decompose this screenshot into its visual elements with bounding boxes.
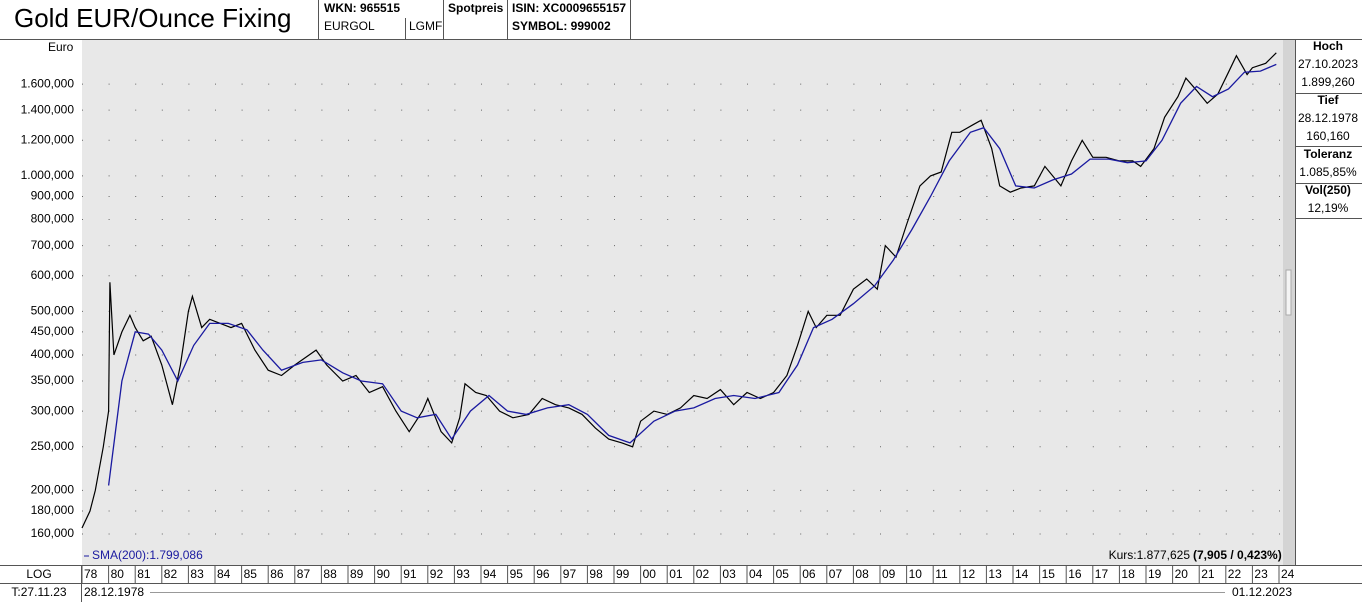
- code: EURGOL: [324, 19, 375, 33]
- x-tick-label: 20: [1175, 567, 1189, 581]
- x-tick-label: 86: [270, 567, 284, 581]
- x-tick-label: 08: [855, 567, 869, 581]
- x-tick-label: 95: [510, 567, 524, 581]
- y-tick-label: 500,000: [31, 304, 75, 318]
- y-tick-label: 1.000,000: [21, 168, 75, 182]
- stat-value: 27.10.2023: [1298, 57, 1358, 71]
- date: T:27.11.23: [11, 585, 66, 599]
- x-tick-label: 10: [909, 567, 923, 581]
- x-tick-label: 05: [776, 567, 790, 581]
- stat-label: Tief: [1317, 93, 1339, 107]
- isin: ISIN: XC0009655157: [512, 1, 626, 15]
- symbol: SYMBOL: 999002: [512, 19, 611, 33]
- y-tick-label: 450,000: [31, 324, 75, 338]
- y-tick-label: 250,000: [31, 439, 75, 453]
- x-tick-label: 04: [749, 567, 763, 581]
- x-tick-label: 80: [111, 567, 125, 581]
- wkn: WKN: 965515: [324, 1, 400, 15]
- x-tick-label: 91: [403, 567, 417, 581]
- y-tick-label: 200,000: [31, 483, 75, 497]
- y-tick-label: 350,000: [31, 373, 75, 387]
- kurs: Kurs:1.877,625: [1109, 548, 1191, 562]
- x-tick-label: 15: [1042, 567, 1056, 581]
- x-tick-label: 83: [190, 567, 204, 581]
- stat-value: 28.12.1978: [1298, 111, 1358, 125]
- x-tick-label: 98: [589, 567, 603, 581]
- y-tick-label: 700,000: [31, 238, 75, 252]
- x-tick-label: 09: [882, 567, 896, 581]
- x-tick-label: 87: [297, 567, 311, 581]
- x-tick-label: 85: [244, 567, 258, 581]
- y-tick-label: 800,000: [31, 212, 75, 226]
- stat-label: Hoch: [1313, 39, 1343, 53]
- plot-area: [82, 40, 1283, 565]
- exchange: LGMF: [409, 19, 442, 33]
- x-tick-label: 22: [1228, 567, 1242, 581]
- stat-value: 1.899,260: [1301, 75, 1355, 89]
- end-date: 01.12.2023: [1232, 585, 1292, 599]
- x-tick-label: 14: [1015, 567, 1029, 581]
- legend-entry: SMA(200):1.799,086: [92, 548, 203, 562]
- kind: Spotpreis: [448, 1, 504, 15]
- y-tick-label: 600,000: [31, 268, 75, 282]
- y-tick-label: 300,000: [31, 403, 75, 417]
- x-tick-label: 78: [84, 567, 98, 581]
- y-tick-label: 1.400,000: [21, 102, 75, 116]
- scale-mode: LOG: [26, 567, 51, 581]
- x-tick-label: 88: [323, 567, 337, 581]
- x-tick-label: 81: [137, 567, 151, 581]
- x-tick-label: 16: [1068, 567, 1082, 581]
- title: Gold EUR/Ounce Fixing: [14, 3, 291, 33]
- x-tick-label: 13: [988, 567, 1002, 581]
- y-tick-label: 180,000: [31, 503, 75, 517]
- series-line: [81, 52, 1277, 529]
- x-tick-label: 90: [377, 567, 391, 581]
- x-tick-label: 01: [669, 567, 683, 581]
- x-tick-label: 96: [536, 567, 550, 581]
- x-tick-label: 21: [1201, 567, 1215, 581]
- x-tick-label: 82: [164, 567, 178, 581]
- y-tick-label: 900,000: [31, 189, 75, 203]
- start-date: 28.12.1978: [84, 585, 144, 599]
- x-tick-label: 17: [1095, 567, 1109, 581]
- x-tick-label: 06: [802, 567, 816, 581]
- stat-value: 160,160: [1306, 129, 1350, 143]
- x-tick-label: 89: [350, 567, 364, 581]
- y-axis-label: Euro: [48, 40, 74, 54]
- x-tick-label: 93: [456, 567, 470, 581]
- x-tick-label: 11: [935, 567, 948, 581]
- stat-label: Toleranz: [1304, 147, 1352, 161]
- stat-value: 12,19%: [1308, 201, 1349, 215]
- x-tick-label: 00: [643, 567, 657, 581]
- y-tick-label: 400,000: [31, 347, 75, 361]
- kurs-change: (7,905 / 0,423%): [1193, 548, 1282, 562]
- x-tick-label: 07: [829, 567, 843, 581]
- stat-value: 1.085,85%: [1299, 165, 1357, 179]
- x-tick-label: 97: [563, 567, 577, 581]
- x-tick-label: 92: [430, 567, 444, 581]
- scroll-thumb: [1285, 269, 1292, 316]
- x-tick-label: 03: [722, 567, 736, 581]
- x-tick-label: 84: [217, 567, 231, 581]
- x-tick-label: 02: [696, 567, 710, 581]
- y-tick-label: 1.200,000: [21, 132, 75, 146]
- x-tick-label: 99: [616, 567, 630, 581]
- series-line: [107, 63, 1277, 486]
- x-tick-label: 24: [1281, 567, 1295, 581]
- x-tick-label: 23: [1254, 567, 1268, 581]
- y-tick-label: 160,000: [31, 526, 75, 540]
- y-tick-label: 1.600,000: [21, 76, 75, 90]
- x-tick-label: 19: [1148, 567, 1162, 581]
- stat-label: Vol(250): [1305, 183, 1351, 197]
- x-tick-label: 94: [483, 567, 497, 581]
- x-tick-label: 18: [1121, 567, 1135, 581]
- x-tick-label: 12: [962, 567, 976, 581]
